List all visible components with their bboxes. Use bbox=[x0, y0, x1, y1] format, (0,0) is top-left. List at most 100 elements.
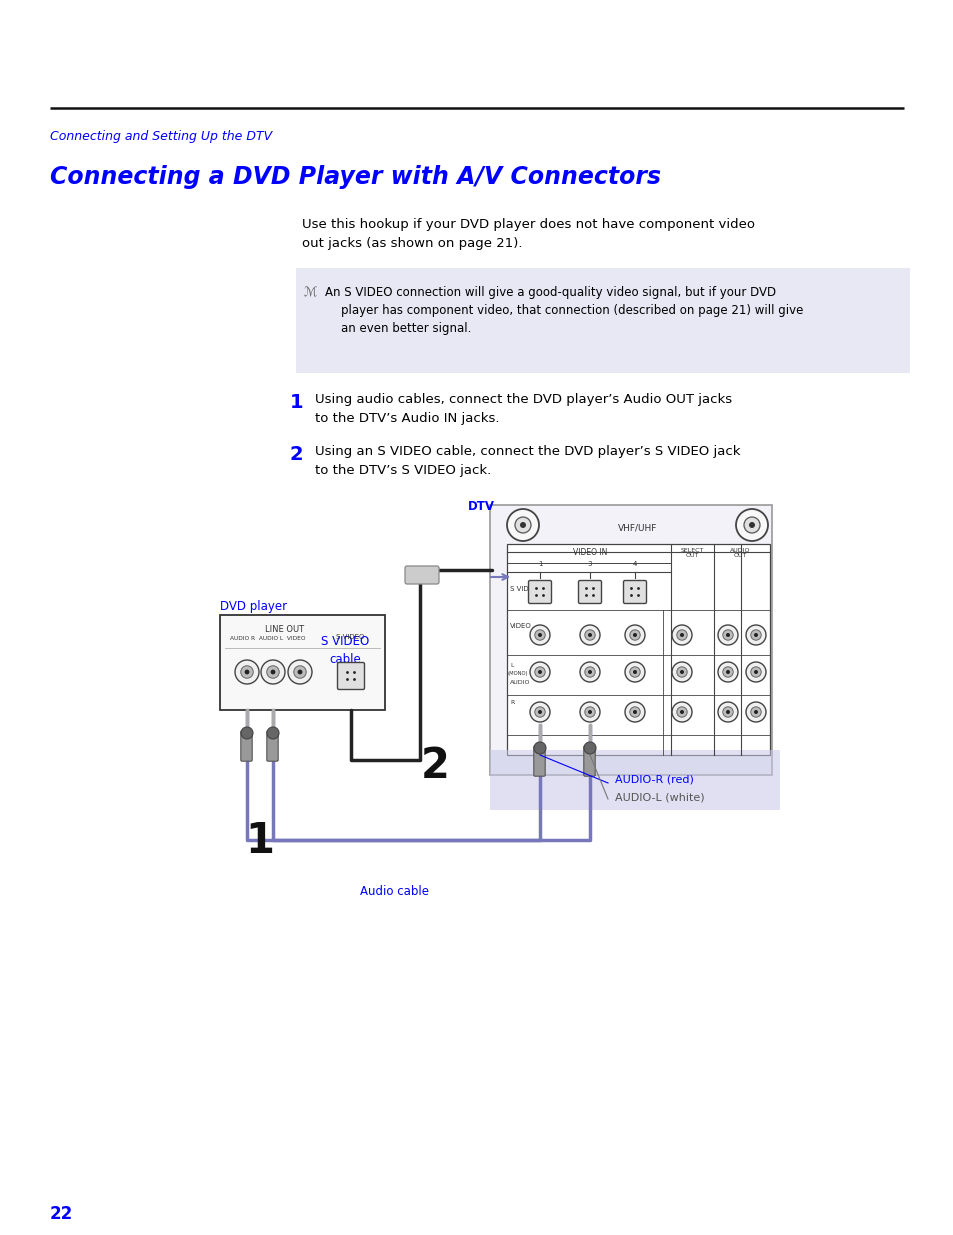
Text: S VIDEO: S VIDEO bbox=[335, 634, 364, 640]
Circle shape bbox=[725, 710, 729, 714]
Circle shape bbox=[735, 509, 767, 541]
Circle shape bbox=[671, 701, 691, 722]
Text: DTV: DTV bbox=[468, 500, 495, 513]
Circle shape bbox=[679, 671, 683, 674]
FancyBboxPatch shape bbox=[337, 662, 364, 689]
Text: 1: 1 bbox=[245, 820, 274, 862]
Circle shape bbox=[745, 625, 765, 645]
Circle shape bbox=[629, 630, 639, 640]
Circle shape bbox=[288, 659, 312, 684]
Circle shape bbox=[535, 667, 544, 677]
Circle shape bbox=[679, 634, 683, 637]
FancyBboxPatch shape bbox=[583, 746, 595, 777]
Circle shape bbox=[506, 509, 538, 541]
Text: to the DTV’s S VIDEO jack.: to the DTV’s S VIDEO jack. bbox=[314, 464, 491, 477]
Circle shape bbox=[346, 671, 349, 674]
FancyBboxPatch shape bbox=[506, 543, 769, 755]
Text: 2: 2 bbox=[420, 745, 449, 787]
Circle shape bbox=[353, 678, 355, 680]
Circle shape bbox=[592, 587, 595, 590]
Text: 4: 4 bbox=[632, 561, 637, 567]
Circle shape bbox=[587, 710, 592, 714]
Text: Using audio cables, connect the DVD player’s Audio OUT jacks: Using audio cables, connect the DVD play… bbox=[314, 393, 731, 406]
Text: AUDIO: AUDIO bbox=[510, 680, 530, 685]
Circle shape bbox=[584, 587, 587, 590]
Circle shape bbox=[753, 634, 758, 637]
Text: AUDIO-L (white): AUDIO-L (white) bbox=[615, 793, 704, 803]
Circle shape bbox=[579, 625, 599, 645]
Circle shape bbox=[671, 625, 691, 645]
Circle shape bbox=[745, 701, 765, 722]
Circle shape bbox=[748, 522, 754, 529]
Text: Audio cable: Audio cable bbox=[360, 885, 429, 898]
Circle shape bbox=[234, 659, 258, 684]
Circle shape bbox=[271, 669, 275, 674]
Circle shape bbox=[629, 594, 632, 597]
Circle shape bbox=[541, 587, 544, 590]
Text: to the DTV’s Audio IN jacks.: to the DTV’s Audio IN jacks. bbox=[314, 412, 499, 425]
Circle shape bbox=[584, 594, 587, 597]
FancyBboxPatch shape bbox=[405, 566, 438, 584]
Text: player has component video, that connection (described on page 21) will give: player has component video, that connect… bbox=[340, 304, 802, 317]
Text: L: L bbox=[510, 663, 513, 668]
Text: (MONO): (MONO) bbox=[507, 671, 528, 676]
Circle shape bbox=[676, 706, 686, 718]
Circle shape bbox=[584, 706, 595, 718]
Text: VHF/UHF: VHF/UHF bbox=[618, 524, 657, 532]
Circle shape bbox=[629, 587, 632, 590]
Circle shape bbox=[718, 662, 738, 682]
Text: VIDEO IN: VIDEO IN bbox=[572, 548, 606, 557]
Circle shape bbox=[537, 710, 541, 714]
Circle shape bbox=[592, 594, 595, 597]
FancyBboxPatch shape bbox=[528, 580, 551, 604]
Text: SELECT
OUT: SELECT OUT bbox=[679, 548, 703, 558]
Circle shape bbox=[725, 671, 729, 674]
FancyBboxPatch shape bbox=[490, 505, 771, 776]
Text: 2: 2 bbox=[290, 445, 303, 464]
Text: ℳ: ℳ bbox=[304, 287, 317, 299]
Circle shape bbox=[537, 634, 541, 637]
Text: 1: 1 bbox=[290, 393, 303, 412]
Text: LINE OUT: LINE OUT bbox=[265, 625, 304, 634]
Circle shape bbox=[584, 630, 595, 640]
Circle shape bbox=[633, 634, 637, 637]
Circle shape bbox=[753, 671, 758, 674]
Circle shape bbox=[637, 594, 639, 597]
Circle shape bbox=[633, 710, 637, 714]
Circle shape bbox=[725, 634, 729, 637]
Circle shape bbox=[240, 666, 253, 678]
Circle shape bbox=[587, 634, 592, 637]
Text: AUDIO
OUT: AUDIO OUT bbox=[729, 548, 749, 558]
Text: Using an S VIDEO cable, connect the DVD player’s S VIDEO jack: Using an S VIDEO cable, connect the DVD … bbox=[314, 445, 740, 458]
FancyBboxPatch shape bbox=[490, 750, 780, 810]
Text: Connecting a DVD Player with A/V Connectors: Connecting a DVD Player with A/V Connect… bbox=[50, 165, 660, 189]
Circle shape bbox=[530, 662, 550, 682]
Circle shape bbox=[624, 662, 644, 682]
Text: DVD player: DVD player bbox=[220, 600, 287, 613]
Circle shape bbox=[579, 701, 599, 722]
Circle shape bbox=[537, 671, 541, 674]
Text: Connecting and Setting Up the DTV: Connecting and Setting Up the DTV bbox=[50, 130, 272, 143]
Text: S VIDEO
cable: S VIDEO cable bbox=[320, 635, 369, 666]
FancyBboxPatch shape bbox=[220, 615, 385, 710]
Circle shape bbox=[294, 666, 306, 678]
Text: 1: 1 bbox=[537, 561, 541, 567]
FancyBboxPatch shape bbox=[534, 746, 544, 777]
Circle shape bbox=[584, 667, 595, 677]
Circle shape bbox=[629, 706, 639, 718]
Circle shape bbox=[541, 594, 544, 597]
Circle shape bbox=[624, 625, 644, 645]
Circle shape bbox=[624, 701, 644, 722]
FancyBboxPatch shape bbox=[578, 580, 601, 604]
Circle shape bbox=[535, 630, 544, 640]
Circle shape bbox=[637, 587, 639, 590]
Circle shape bbox=[353, 671, 355, 674]
Text: out jacks (as shown on page 21).: out jacks (as shown on page 21). bbox=[302, 237, 522, 249]
Circle shape bbox=[530, 701, 550, 722]
Circle shape bbox=[679, 710, 683, 714]
Circle shape bbox=[750, 630, 760, 640]
Circle shape bbox=[535, 587, 537, 590]
Circle shape bbox=[671, 662, 691, 682]
Circle shape bbox=[753, 710, 758, 714]
Circle shape bbox=[718, 625, 738, 645]
